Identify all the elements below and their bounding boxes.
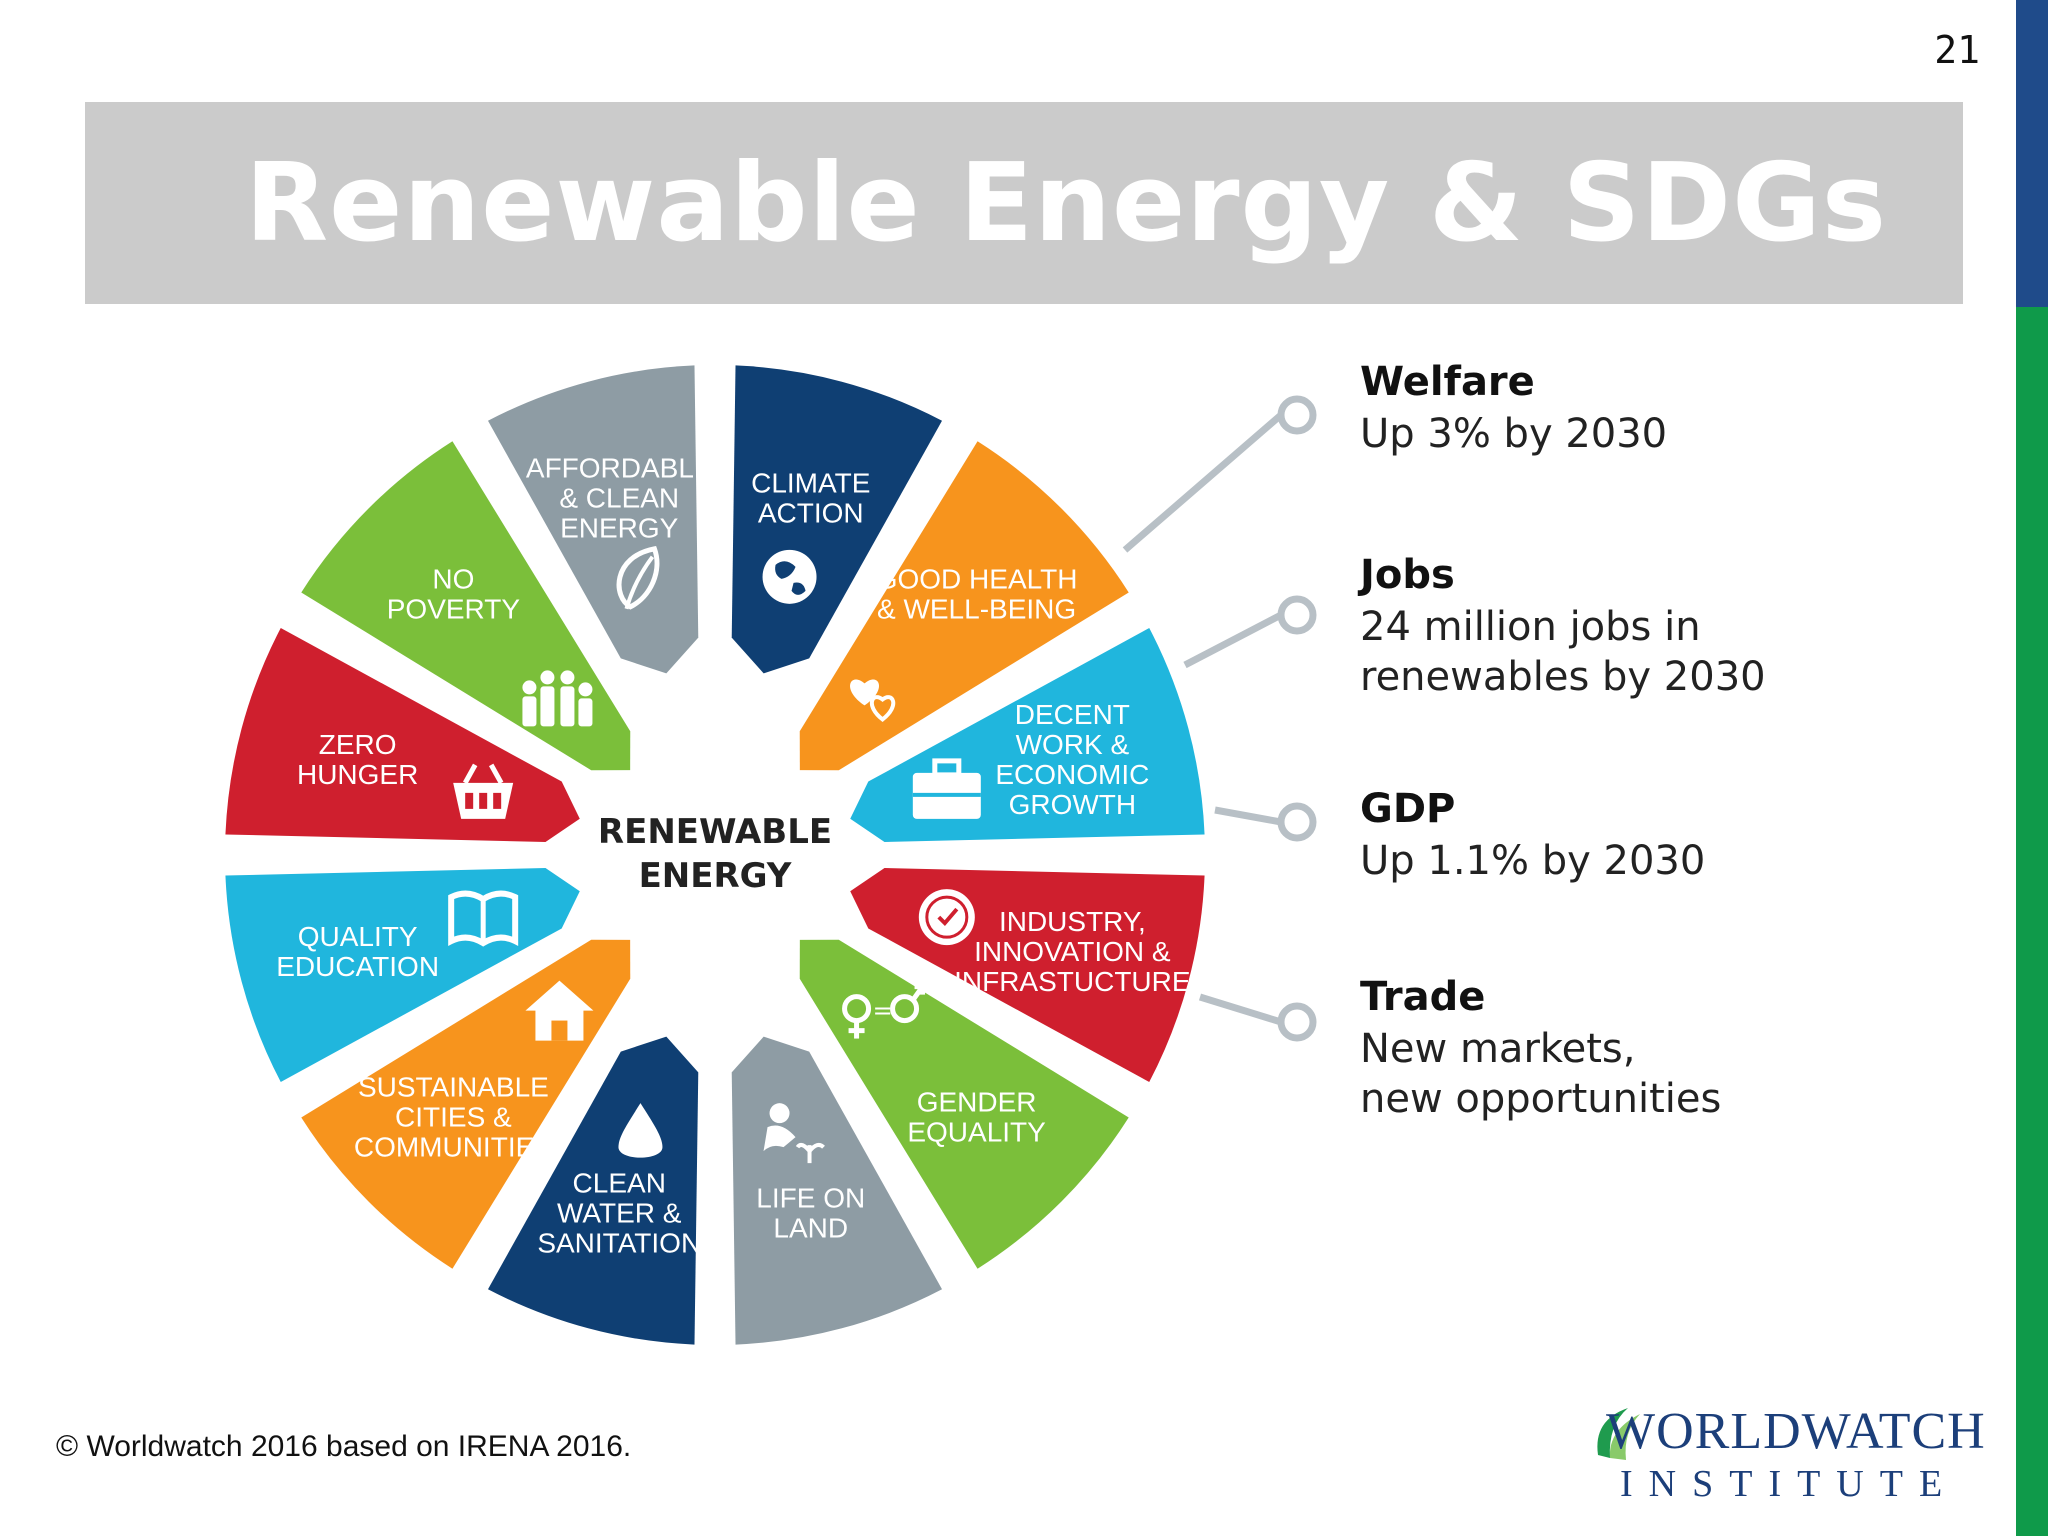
impact-title: Welfare	[1360, 359, 1535, 405]
segment-label-line: WATER &	[557, 1197, 682, 1228]
impact-text: new opportunities	[1360, 1076, 1721, 1122]
segment-label-life-on-land: LIFE ON LAND	[756, 1182, 865, 1243]
connector-line	[1122, 412, 1284, 553]
clock-icon	[918, 889, 975, 946]
accent-bar-blue	[2016, 0, 2048, 307]
copyright-note: © Worldwatch 2016 based on IRENA 2016.	[56, 1430, 632, 1463]
segment-label-line: ENERGY	[560, 513, 679, 544]
connector-dot	[1277, 395, 1317, 435]
segment-label-line: CITIES &	[395, 1102, 512, 1133]
connector-dot	[1277, 1002, 1317, 1042]
segment-label-line: QUALITY	[298, 921, 418, 952]
segment-gender-equality	[799, 939, 1129, 1269]
globe-icon	[762, 549, 817, 604]
segment-label-line: DECENT	[1015, 699, 1130, 730]
gender-equality-icon: =	[842, 984, 926, 1039]
segment-label-clean-water: CLEAN WATER & SANITATION	[537, 1167, 701, 1258]
segment-label-gender-equality: GENDER EQUALITY	[907, 1087, 1046, 1148]
impact-text: 24 million jobs in	[1360, 604, 1701, 650]
segment-label-line: COMMUNITIES	[354, 1132, 553, 1163]
segment-label-line: GROWTH	[1009, 789, 1137, 820]
segment-label-climate-action: CLIMATE ACTION	[751, 468, 870, 529]
impact-title: GDP	[1360, 786, 1455, 832]
title-banner: Renewable Energy & SDGs	[85, 102, 1963, 304]
segment-label-line: INNOVATION &	[974, 936, 1171, 967]
segment-label-line: & CLEAN	[559, 483, 679, 514]
segment-label-quality-education: QUALITY EDUCATION	[276, 921, 439, 982]
segment-quality-education	[225, 868, 580, 1083]
impact-text: Up 1.1% by 2030	[1360, 838, 1705, 884]
connector-line	[1214, 806, 1282, 826]
planting-icon	[763, 1103, 825, 1164]
segment-label-line: CLIMATE	[751, 468, 870, 499]
segment-label-decent-work: DECENT WORK & ECONOMIC GROWTH	[995, 699, 1149, 820]
accent-bar-green	[2016, 307, 2048, 1536]
segment-label-good-health: GOOD HEALTH & WELL-BEING	[876, 563, 1078, 624]
segment-label-industry: INDUSTRY, INNOVATION & INFRASTUCTURE	[954, 906, 1190, 997]
segment-label-line: NO	[432, 563, 474, 594]
connector-line	[1183, 611, 1283, 669]
impact-title: Trade	[1360, 974, 1485, 1020]
hearts-icon	[850, 679, 896, 722]
segment-label-line: ZERO	[319, 729, 397, 760]
segment-label-line: INFRASTUCTURE	[954, 966, 1190, 997]
book-icon	[448, 890, 519, 947]
segment-label-line: GENDER	[917, 1087, 1037, 1118]
segment-label-line: LIFE ON	[756, 1182, 865, 1213]
segment-label-line: WORK &	[1016, 729, 1130, 760]
logo-subtitle: INSTITUTE	[1620, 1463, 1959, 1505]
connector-dot	[1277, 802, 1317, 842]
basket-icon	[453, 763, 514, 819]
slide-title: Renewable Energy & SDGs	[245, 140, 1887, 266]
house-icon	[525, 980, 594, 1041]
segment-label-line: ACTION	[758, 498, 864, 529]
logo-globe-icon	[1597, 1408, 1640, 1460]
segment-label-no-poverty: NO POVERTY	[387, 563, 521, 624]
segment-label-line: GOOD HEALTH	[876, 563, 1078, 594]
center-label-line: ENERGY	[639, 856, 792, 896]
page-number: 21	[1934, 28, 1980, 72]
connector-dot	[1277, 595, 1317, 635]
segment-label-line: CLEAN	[573, 1167, 666, 1198]
briefcase-icon	[912, 758, 981, 819]
segment-label-line: SUSTAINABLE	[358, 1072, 549, 1103]
segment-label-line: HUNGER	[297, 759, 418, 790]
impact-text: Up 3% by 2030	[1360, 411, 1667, 457]
segment-good-health	[799, 441, 1129, 771]
segment-label-affordable-energy: AFFORDABLE & CLEAN ENERGY	[526, 453, 713, 544]
connector-line	[1198, 993, 1283, 1026]
water-drop-icon	[618, 1103, 663, 1158]
segment-label-sustainable-cities: SUSTAINABLE CITIES & COMMUNITIES	[354, 1072, 553, 1163]
segment-label-line: & WELL-BEING	[877, 593, 1076, 624]
family-icon	[522, 670, 593, 727]
svg-text:=: =	[873, 997, 893, 1025]
segment-label-line: POVERTY	[387, 593, 521, 624]
impact-title: Jobs	[1357, 552, 1455, 598]
center-label-line: RENEWABLE	[598, 812, 832, 852]
segment-label-line: INDUSTRY,	[999, 906, 1146, 937]
segment-label-line: EQUALITY	[907, 1117, 1046, 1148]
center-label: RENEWABLE ENERGY	[598, 812, 832, 896]
segment-label-line: LAND	[773, 1212, 848, 1243]
worldwatch-logo: WORLDWATCH INSTITUTE	[1580, 1398, 1985, 1510]
segment-label-line: ECONOMIC	[995, 759, 1149, 790]
impact-text: renewables by 2030	[1360, 654, 1766, 700]
segment-label-line: AFFORDABLE	[526, 453, 713, 484]
segment-label-line: EDUCATION	[276, 951, 439, 982]
segment-label-line: SANITATION	[537, 1227, 701, 1258]
leaf-icon	[616, 545, 660, 610]
segment-label-zero-hunger: ZERO HUNGER	[297, 729, 418, 790]
impact-text: New markets,	[1360, 1026, 1635, 1072]
logo-name: WORLDWATCH	[1606, 1403, 1986, 1460]
